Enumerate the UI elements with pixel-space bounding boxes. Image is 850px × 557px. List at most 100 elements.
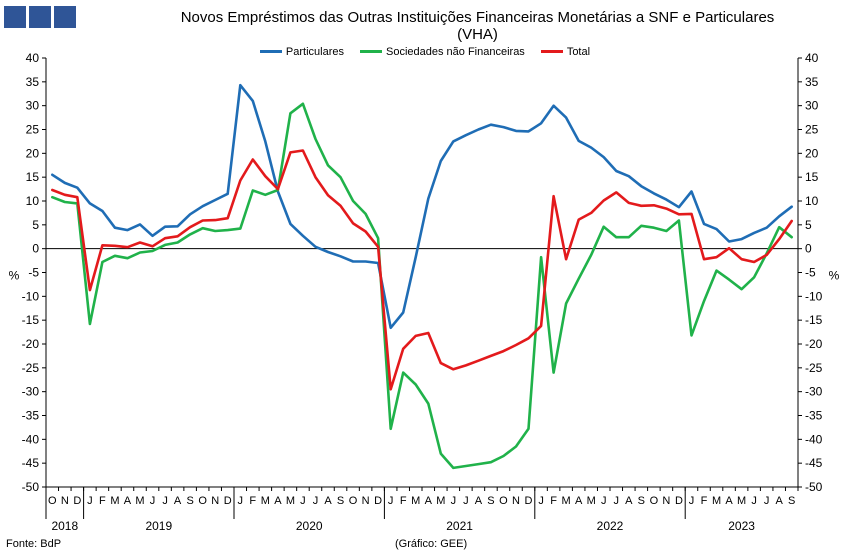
source-note: Fonte: BdP: [6, 538, 62, 550]
month-label: J: [614, 495, 620, 507]
legend-swatch: [360, 50, 382, 53]
month-label: O: [198, 495, 207, 507]
month-label: A: [324, 495, 332, 507]
y-tick-label-right: -25: [805, 361, 823, 375]
chart-subtitle: (VHA): [457, 26, 498, 43]
logo-block: [29, 6, 51, 28]
month-label: O: [48, 495, 57, 507]
month-label: M: [737, 495, 746, 507]
month-label: J: [538, 495, 544, 507]
month-label: J: [300, 495, 306, 507]
y-tick-label-right: -50: [805, 480, 823, 494]
month-label: M: [286, 495, 295, 507]
y-tick-label-right: 0: [805, 242, 812, 256]
month-label: N: [662, 495, 670, 507]
y-tick-label-left: -15: [22, 313, 40, 327]
year-label: 2021: [446, 519, 473, 533]
month-label: O: [349, 495, 358, 507]
y-tick-label-left: 10: [26, 194, 40, 208]
y-tick-label-right: -40: [805, 432, 823, 446]
y-tick-label-right: 20: [805, 146, 819, 160]
month-label: N: [61, 495, 69, 507]
month-label: J: [388, 495, 394, 507]
month-label: S: [788, 495, 795, 507]
month-label: F: [400, 495, 407, 507]
month-label: J: [689, 495, 695, 507]
month-label: M: [411, 495, 420, 507]
month-label: A: [274, 495, 282, 507]
y-tick-label-left: -10: [22, 289, 40, 303]
month-label: J: [601, 495, 607, 507]
legend-label: Sociedades não Financeiras: [386, 45, 525, 58]
y-tick-label-right: 5: [805, 218, 812, 232]
month-label: F: [701, 495, 708, 507]
chart-title: Novos Empréstimos das Outras Instituiçõe…: [180, 9, 775, 26]
y-tick-label-left: 0: [32, 242, 39, 256]
month-label: D: [73, 495, 81, 507]
y-tick-label-right: -20: [805, 337, 823, 351]
month-label: D: [525, 495, 533, 507]
legend-swatch: [540, 50, 563, 53]
month-label: F: [99, 495, 106, 507]
legend-label: Particulares: [285, 45, 344, 58]
y-axis-unit-right: %: [829, 269, 840, 283]
y-tick-label-right: 15: [805, 170, 819, 184]
legend: Particulares Sociedades não Financeiras To…: [0, 44, 850, 58]
y-tick-label-right: -15: [805, 313, 823, 327]
series-line-total: [50, 149, 794, 391]
y-tick-label-left: 35: [26, 75, 40, 89]
month-label: M: [135, 495, 144, 507]
month-label: O: [499, 495, 508, 507]
year-label: 2019: [145, 519, 172, 533]
y-tick-label-left: -30: [22, 385, 40, 399]
month-label: S: [487, 495, 494, 507]
legend-label: Total: [566, 45, 591, 58]
y-tick-label-right: -30: [805, 385, 823, 399]
month-label: A: [174, 495, 182, 507]
y-tick-label-right: 35: [805, 75, 819, 89]
y-tick-label-right: 25: [805, 123, 819, 137]
month-label: J: [150, 495, 156, 507]
month-label: D: [675, 495, 683, 507]
month-label: M: [587, 495, 596, 507]
month-label: D: [224, 495, 232, 507]
y-tick-label-left: -5: [28, 266, 39, 280]
y-tick-label-left: 40: [26, 51, 40, 65]
month-label: A: [124, 495, 132, 507]
logo-block: [54, 6, 76, 28]
y-tick-label-right: -35: [805, 409, 823, 423]
month-label: M: [712, 495, 721, 507]
year-label: 2020: [296, 519, 323, 533]
month-label: O: [650, 495, 659, 507]
month-label: A: [475, 495, 483, 507]
month-label: J: [87, 495, 93, 507]
series-line-particulares: [50, 83, 794, 330]
month-label: D: [374, 495, 382, 507]
legend-item: Particulares: [259, 45, 344, 58]
year-label: 2022: [597, 519, 624, 533]
y-tick-label-left: -40: [22, 432, 40, 446]
month-label: N: [362, 495, 370, 507]
legend-item: Total: [540, 45, 591, 58]
legend-item: Sociedades não Financeiras: [360, 46, 525, 58]
month-label: S: [186, 495, 193, 507]
month-label: S: [337, 495, 344, 507]
chart-title-block: Novos Empréstimos das Outras Instituiçõe…: [110, 9, 845, 43]
month-label: J: [764, 495, 770, 507]
y-tick-label-right: -5: [805, 266, 816, 280]
month-label: A: [725, 495, 733, 507]
month-label: J: [238, 495, 244, 507]
y-tick-label-left: 25: [26, 123, 40, 137]
year-label: 2018: [51, 519, 78, 533]
month-label: A: [625, 495, 633, 507]
logo-block: [4, 6, 26, 28]
y-tick-label-left: 5: [32, 218, 39, 232]
month-label: N: [512, 495, 520, 507]
y-tick-label-right: -10: [805, 289, 823, 303]
month-label: J: [313, 495, 319, 507]
month-label: A: [575, 495, 583, 507]
y-tick-label-left: -45: [22, 456, 40, 470]
month-label: F: [550, 495, 557, 507]
month-label: A: [425, 495, 433, 507]
